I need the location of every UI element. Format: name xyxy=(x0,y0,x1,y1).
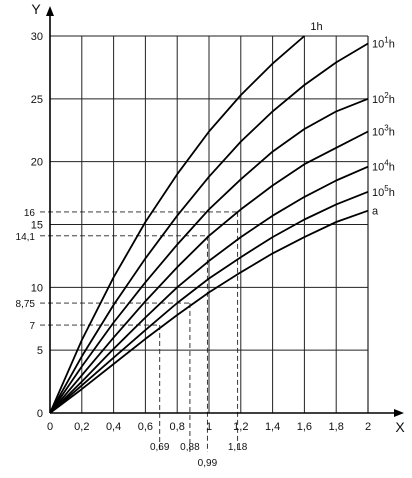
series-label: a xyxy=(372,206,379,218)
series-label: 104h xyxy=(372,159,395,174)
reference-x-label: 0,69 xyxy=(150,442,170,453)
series-label: 1h xyxy=(310,21,322,33)
x-axis-title: X xyxy=(395,419,405,435)
y-tick-label: 10 xyxy=(31,282,43,294)
x-tick-label: 2 xyxy=(365,421,371,433)
y-tick-label: 30 xyxy=(31,31,43,43)
series-label: 105h xyxy=(372,184,395,199)
reference-y-label: 14,1 xyxy=(16,232,36,243)
y-tick-label: 0 xyxy=(37,408,43,420)
x-tick-label: 1,2 xyxy=(233,421,248,433)
x-tick-label: 0,2 xyxy=(74,421,89,433)
x-axis-arrow xyxy=(394,409,404,417)
reference-y-label: 16 xyxy=(24,208,36,219)
x-tick-label: 0,6 xyxy=(138,421,153,433)
series-line xyxy=(49,97,369,414)
axis-layer xyxy=(46,6,404,417)
series-label: 102h xyxy=(372,91,395,106)
x-tick-label: 0,4 xyxy=(106,421,121,433)
reference-y-label: 7 xyxy=(29,321,35,332)
reference-y-label: 8,75 xyxy=(16,299,36,310)
series-line xyxy=(49,209,369,414)
y-axis-title: Y xyxy=(31,1,41,17)
x-tick-label: 1,4 xyxy=(265,421,280,433)
x-tick-label: 0 xyxy=(47,421,53,433)
series-line xyxy=(49,42,369,414)
y-axis-arrow xyxy=(46,6,54,16)
x-tick-label: 0,8 xyxy=(170,421,185,433)
reference-lines-layer xyxy=(40,211,239,452)
y-tick-label: 5 xyxy=(37,345,43,357)
y-tick-label: 20 xyxy=(31,157,43,169)
reference-x-label: 0,88 xyxy=(180,442,200,453)
series-line xyxy=(49,165,369,414)
x-tick-label: 1 xyxy=(206,421,212,433)
series-layer xyxy=(49,35,369,414)
reference-x-label: 0,99 xyxy=(198,458,218,469)
series-line xyxy=(49,35,305,414)
series-label: 101h xyxy=(372,36,395,51)
series-label: 103h xyxy=(372,124,395,139)
y-tick-label: 15 xyxy=(31,220,43,232)
reference-x-label: 1,18 xyxy=(228,442,248,453)
series-line xyxy=(49,190,369,414)
x-tick-label: 1,6 xyxy=(297,421,312,433)
y-tick-label: 25 xyxy=(31,94,43,106)
series-line xyxy=(49,130,369,414)
label-layer: 0 0,2 0,4 0,6 0,8 1 1,2 1,4 1,6 1,8 2051015202530X… xyxy=(16,1,406,469)
x-tick-label: 1,8 xyxy=(329,421,344,433)
